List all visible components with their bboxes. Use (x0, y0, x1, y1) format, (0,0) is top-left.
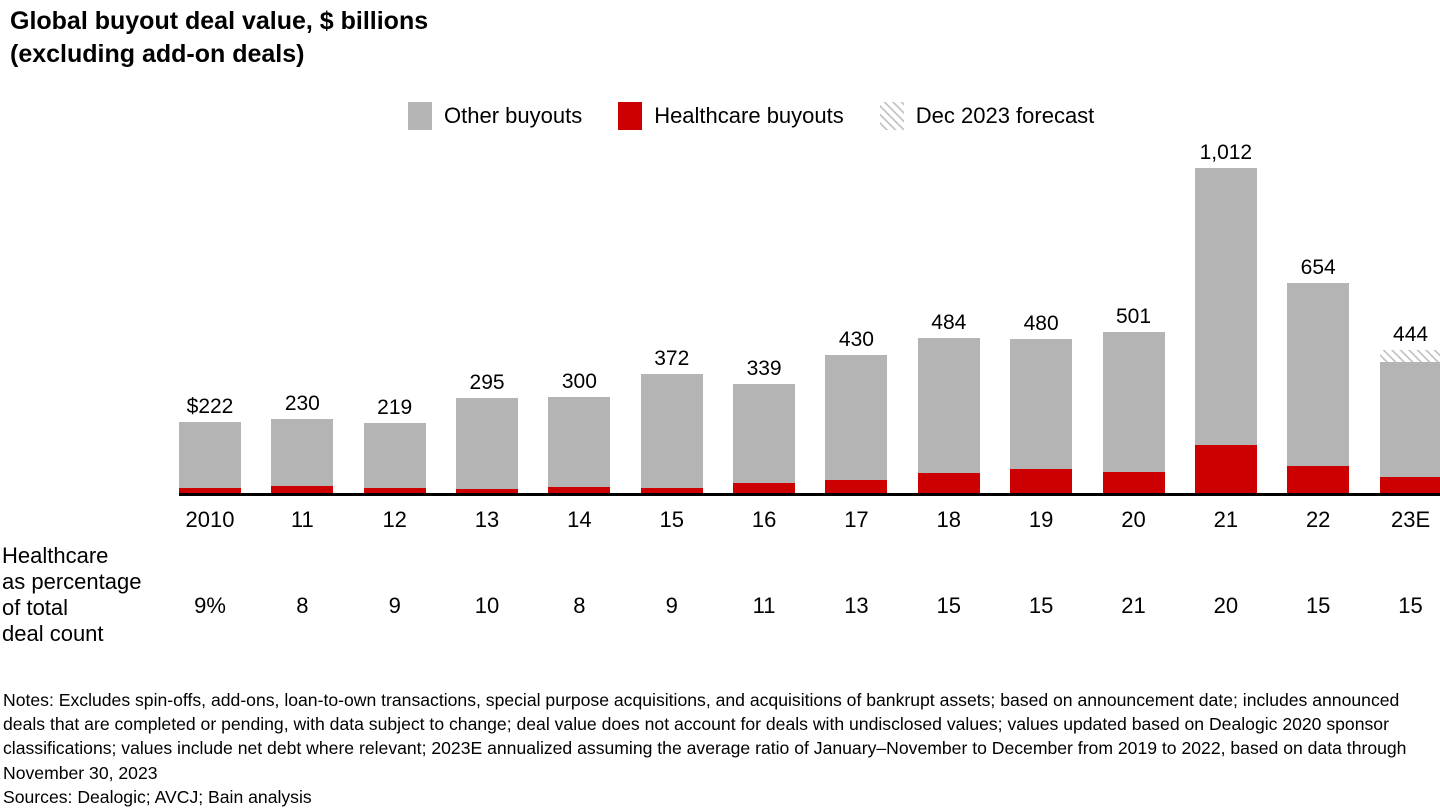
x-axis-label-2010: 2010 (185, 507, 235, 532)
x-axis-label-18: 18 (936, 507, 962, 532)
bar-value-label-16: 339 (746, 357, 782, 381)
healthcare-pct-value-18: 15 (936, 593, 962, 618)
legend-item-dec-2023-forecast: Dec 2023 forecast (879, 102, 1095, 130)
bar-segment-other-23E (1379, 362, 1440, 478)
bar-segment-forecast-23E (1379, 350, 1440, 363)
healthcare-pct-value-14: 8 (573, 593, 586, 618)
chart-title: Global buyout deal value, $ billions (ex… (10, 5, 428, 71)
bar-value-label-22: 654 (1300, 255, 1336, 279)
x-axis-label-19: 19 (1028, 507, 1054, 532)
healthcare-pct-value-20: 21 (1121, 593, 1146, 618)
bar-segment-other-2010 (179, 421, 241, 489)
bar-segment-healthcare-16 (733, 483, 796, 493)
bar-segment-healthcare-2010 (179, 488, 241, 493)
bar-value-label-12: 219 (377, 395, 413, 419)
legend-label: Dec 2023 forecast (915, 103, 1095, 128)
bar-segment-healthcare-23E (1379, 477, 1440, 493)
bar-segment-other-20 (1102, 332, 1165, 473)
bar-value-label-21: 1,012 (1199, 141, 1253, 164)
healthcare-pct-value-16: 11 (752, 593, 776, 618)
bar-segment-other-15 (640, 373, 703, 488)
healthcare-pct-value-21: 20 (1213, 593, 1239, 618)
healthcare-pct-value-12: 9 (388, 593, 401, 618)
bar-value-label-11: 230 (284, 392, 320, 416)
forecast-hatch-swatch-icon (879, 102, 904, 130)
healthcare-pct-value-15: 9 (665, 593, 678, 618)
healthcare-buyouts-swatch-icon (618, 102, 643, 130)
chart-title-line2: (excluding add-on deals) (10, 40, 305, 68)
x-axis-label-21: 21 (1213, 507, 1239, 532)
bar-segment-healthcare-21 (1194, 444, 1257, 493)
bar-segment-other-22 (1287, 282, 1350, 467)
legend-label: Healthcare buyouts (654, 103, 844, 128)
bar-value-label-14: 300 (561, 369, 597, 393)
bar-segment-healthcare-17 (825, 480, 888, 493)
sources-text: Sources: Dealogic; AVCJ; Bain analysis (3, 786, 312, 807)
healthcare-pct-value-2010: 9% (194, 593, 226, 618)
bar-segment-other-16 (733, 384, 796, 484)
bar-value-label-15: 372 (654, 346, 690, 370)
bar-segment-other-21 (1194, 168, 1257, 445)
x-axis-label-20: 20 (1121, 507, 1146, 532)
bar-value-label-18: 484 (931, 310, 967, 334)
bar-value-label-13: 295 (469, 371, 505, 395)
legend-item-other-buyouts: Other buyouts (408, 102, 582, 130)
bar-value-label-19: 480 (1023, 311, 1059, 335)
legend: Other buyouts Healthcare buyouts Dec 202… (408, 102, 1094, 130)
bar-segment-other-13 (456, 398, 519, 489)
healthcare-pct-value-23E: 15 (1398, 593, 1423, 618)
x-axis-label-16: 16 (751, 507, 777, 532)
row-label-line: Healthcare (2, 543, 109, 568)
bar-segment-healthcare-12 (363, 488, 426, 493)
bar-segment-other-19 (1010, 338, 1073, 469)
x-axis-label-11: 11 (290, 507, 314, 532)
bar-segment-other-17 (825, 354, 888, 481)
row-label-line: as percentage (2, 569, 142, 594)
row-label-line: of total (2, 595, 69, 620)
bar-segment-healthcare-20 (1102, 472, 1165, 493)
bar-segment-healthcare-18 (917, 473, 980, 493)
row-label-line: deal count (2, 621, 104, 646)
bar-segment-healthcare-13 (456, 488, 519, 493)
chart-title-line1: Global buyout deal value, $ billions (10, 7, 429, 35)
x-axis-label-22: 22 (1305, 507, 1331, 532)
healthcare-pct-value-17: 13 (844, 593, 869, 618)
legend-item-healthcare-buyouts: Healthcare buyouts (618, 102, 844, 130)
bar-value-label-17: 430 (838, 327, 874, 351)
x-axis-label-12: 12 (382, 507, 407, 532)
bar-segment-other-12 (363, 422, 426, 489)
healthcare-pct-value-19: 15 (1028, 593, 1054, 618)
bar-segment-healthcare-14 (548, 486, 611, 493)
x-axis-label-14: 14 (567, 507, 592, 532)
x-axis-label-15: 15 (659, 507, 684, 532)
x-axis-label-17: 17 (844, 507, 869, 532)
healthcare-pct-row-label: Healthcare as percentage of total deal c… (2, 543, 141, 647)
bar-segment-healthcare-11 (271, 486, 334, 493)
x-axis-line (179, 493, 1440, 496)
bar-segment-other-11 (271, 419, 334, 487)
notes-text: Notes: Excludes spin-offs, add-ons, loan… (3, 690, 1407, 783)
x-axis-label-13: 13 (474, 507, 500, 532)
bar-segment-other-18 (917, 337, 980, 474)
bar-segment-healthcare-22 (1287, 466, 1350, 493)
healthcare-pct-value-11: 8 (296, 593, 309, 618)
bar-segment-healthcare-19 (1010, 468, 1073, 493)
healthcare-pct-value-13: 10 (474, 593, 500, 618)
footnotes: Notes: Excludes spin-offs, add-ons, loan… (3, 688, 1440, 809)
bar-value-label-23E: 444 (1393, 323, 1429, 347)
bar-segment-other-14 (548, 396, 611, 487)
bar-segment-healthcare-15 (640, 487, 703, 493)
healthcare-pct-value-22: 15 (1305, 593, 1331, 618)
other-buyouts-swatch-icon (408, 102, 432, 130)
legend-label: Other buyouts (444, 103, 583, 128)
bar-value-label-20: 501 (1115, 305, 1152, 329)
x-axis-label-23E: 23E (1390, 507, 1431, 532)
bar-value-label-2010: $222 (186, 394, 234, 418)
